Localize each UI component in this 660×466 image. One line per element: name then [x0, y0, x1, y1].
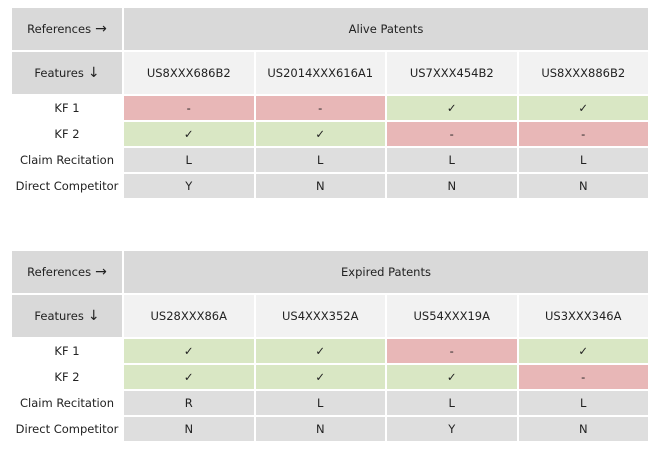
references-label: References — [27, 265, 92, 279]
row-label: Direct Competitor — [10, 415, 124, 443]
status-cell: ✓ — [516, 94, 650, 122]
expired-patents-table: References → Expired Patents Features ↓ US… — [10, 249, 650, 443]
features-label: Features — [34, 66, 84, 80]
patent-header: US8XXX686B2 — [122, 50, 256, 96]
status-cell: - — [385, 337, 519, 365]
table-row-direct-competitor: Direct Competitor N N Y N — [10, 415, 650, 443]
status-cell: ✓ — [385, 363, 519, 391]
value-cell: L — [122, 146, 256, 174]
status-cell: - — [516, 363, 650, 391]
table-row-kf2: KF 2 ✓ ✓ ✓ - — [10, 363, 650, 391]
value-cell: N — [516, 172, 650, 200]
patent-header: US4XXX352A — [253, 293, 387, 339]
features-label: Features — [34, 309, 84, 323]
value-cell: L — [516, 389, 650, 417]
status-cell: ✓ — [253, 363, 387, 391]
value-cell: L — [253, 146, 387, 174]
features-header-cell: Features ↓ — [10, 293, 124, 339]
value-cell: N — [122, 415, 256, 443]
value-cell: Y — [385, 415, 519, 443]
value-cell: N — [253, 172, 387, 200]
row-label: Claim Recitation — [10, 389, 124, 417]
status-cell: ✓ — [122, 337, 256, 365]
status-cell: - — [516, 120, 650, 148]
right-arrow-icon: → — [95, 264, 107, 280]
row-label: KF 1 — [10, 337, 124, 365]
patent-header: US54XXX19A — [385, 293, 519, 339]
row-label: Direct Competitor — [10, 172, 124, 200]
features-header-cell: Features ↓ — [10, 50, 124, 96]
status-cell: ✓ — [122, 120, 256, 148]
alive-patents-table: References → Alive Patents Features ↓ US8X… — [10, 6, 650, 200]
patent-header: US28XXX86A — [122, 293, 256, 339]
status-cell: ✓ — [122, 363, 256, 391]
status-cell: ✓ — [385, 94, 519, 122]
row-label: KF 2 — [10, 363, 124, 391]
group-title: Alive Patents — [122, 6, 650, 52]
table-row-direct-competitor: Direct Competitor Y N N N — [10, 172, 650, 200]
down-arrow-icon: ↓ — [87, 308, 100, 324]
row-label: KF 2 — [10, 120, 124, 148]
right-arrow-icon: → — [95, 21, 107, 37]
status-cell: ✓ — [516, 337, 650, 365]
references-label: References — [27, 22, 92, 36]
status-cell: ✓ — [253, 337, 387, 365]
table-row-claim-recitation: Claim Recitation L L L L — [10, 146, 650, 174]
value-cell: L — [385, 146, 519, 174]
table-row-kf1: KF 1 - - ✓ ✓ — [10, 94, 650, 122]
references-header-cell: References → — [10, 6, 124, 52]
value-cell: L — [516, 146, 650, 174]
table-row-kf1: KF 1 ✓ ✓ - ✓ — [10, 337, 650, 365]
status-cell: ✓ — [253, 120, 387, 148]
value-cell: N — [385, 172, 519, 200]
references-header-cell: References → — [10, 249, 124, 295]
row-label: Claim Recitation — [10, 146, 124, 174]
down-arrow-icon: ↓ — [87, 65, 100, 81]
table-row-kf2: KF 2 ✓ ✓ - - — [10, 120, 650, 148]
value-cell: N — [516, 415, 650, 443]
patent-header: US3XXX346A — [516, 293, 650, 339]
value-cell: L — [385, 389, 519, 417]
status-cell: - — [253, 94, 387, 122]
value-cell: N — [253, 415, 387, 443]
group-title: Expired Patents — [122, 249, 650, 295]
status-cell: - — [385, 120, 519, 148]
value-cell: Y — [122, 172, 256, 200]
status-cell: - — [122, 94, 256, 122]
patent-header: US2014XXX616A1 — [253, 50, 387, 96]
value-cell: L — [253, 389, 387, 417]
patent-header: US7XXX454B2 — [385, 50, 519, 96]
value-cell: R — [122, 389, 256, 417]
row-label: KF 1 — [10, 94, 124, 122]
table-row-claim-recitation: Claim Recitation R L L L — [10, 389, 650, 417]
patent-header: US8XXX886B2 — [516, 50, 650, 96]
